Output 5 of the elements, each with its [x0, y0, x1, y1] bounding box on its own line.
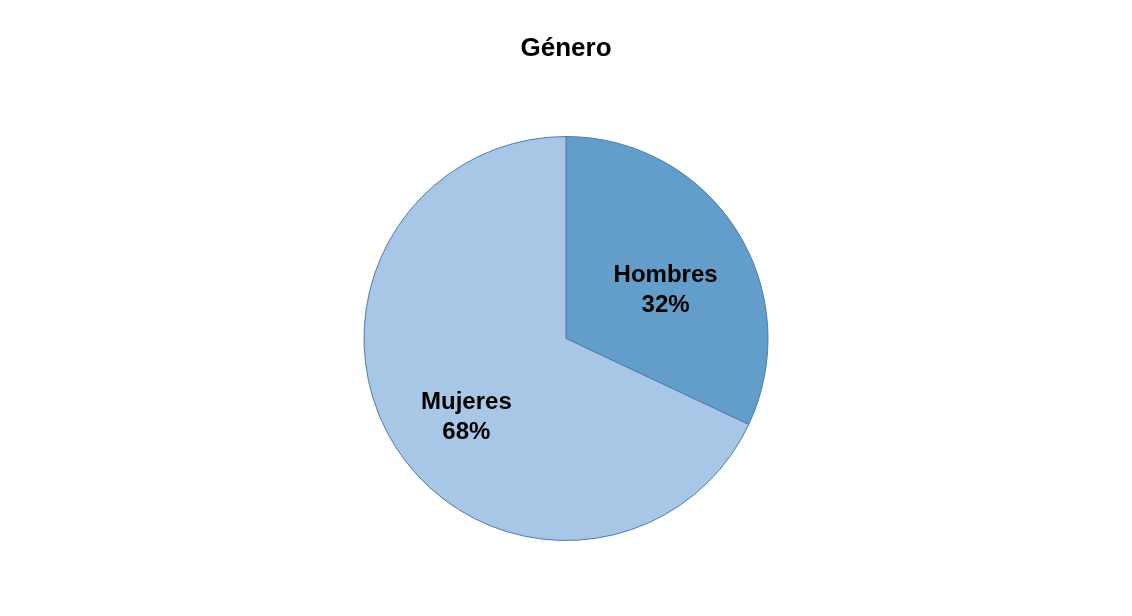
slice-label: Mujeres [421, 386, 512, 414]
data-label: 32% [641, 290, 690, 318]
data-label: 68% [442, 416, 491, 444]
slice-label: Hombres [613, 260, 718, 288]
chart-title: Género [520, 32, 612, 62]
